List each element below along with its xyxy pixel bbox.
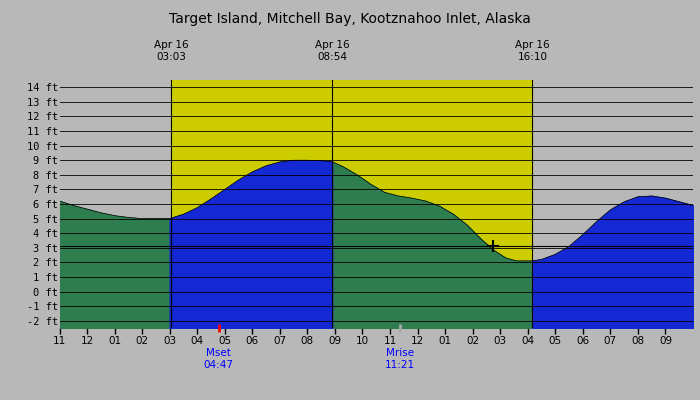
Text: Mset
04:47: Mset 04:47 — [204, 348, 234, 370]
Bar — [171, 80, 532, 328]
Text: Apr 16
16:10: Apr 16 16:10 — [515, 40, 550, 62]
Text: Apr 16
03:03: Apr 16 03:03 — [154, 40, 188, 62]
Text: Apr 16
08:54: Apr 16 08:54 — [315, 40, 349, 62]
Text: Target Island, Mitchell Bay, Kootznahoo Inlet, Alaska: Target Island, Mitchell Bay, Kootznahoo … — [169, 12, 531, 26]
Text: Mrise
11:21: Mrise 11:21 — [384, 348, 414, 370]
